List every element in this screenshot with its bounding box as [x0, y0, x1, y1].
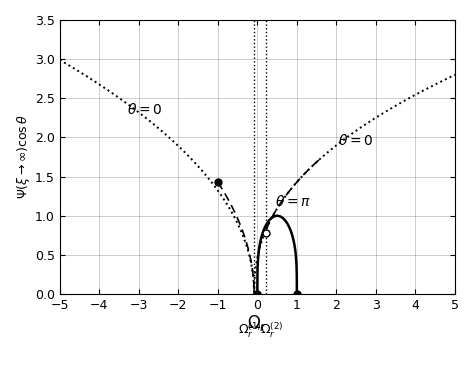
Text: $\theta = \pi$: $\theta = \pi$ [275, 194, 311, 209]
Text: $\Omega_r^{(2)}$: $\Omega_r^{(2)}$ [260, 321, 283, 340]
Y-axis label: $\Psi(\xi \rightarrow \infty)\cos\theta$: $\Psi(\xi \rightarrow \infty)\cos\theta$ [15, 115, 32, 199]
Text: $\Omega_r^{(1)}$: $\Omega_r^{(1)}$ [237, 321, 261, 340]
Text: $\theta = 0$: $\theta = 0$ [127, 102, 162, 117]
X-axis label: $\Omega_r$: $\Omega_r$ [247, 313, 267, 333]
Text: $\theta = 0$: $\theta = 0$ [338, 133, 374, 148]
